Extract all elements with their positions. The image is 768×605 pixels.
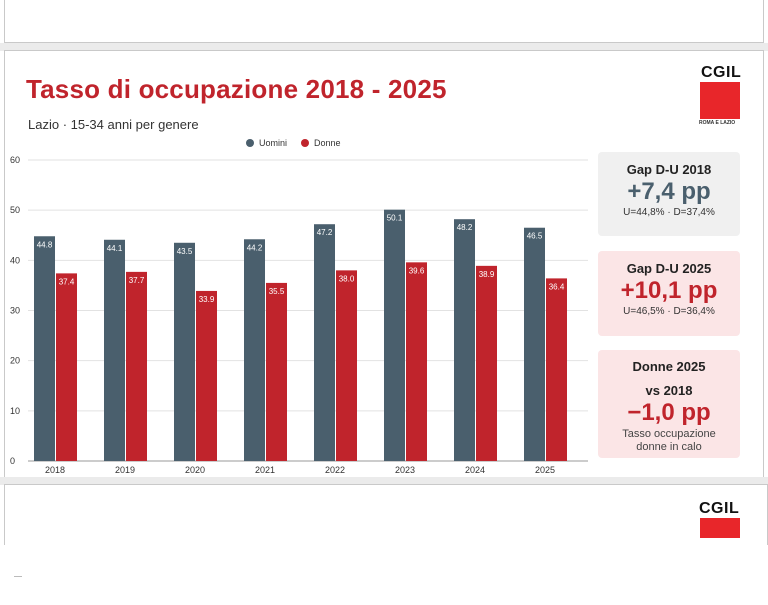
bar-uomini <box>244 239 265 461</box>
data-label: 47.2 <box>317 228 333 237</box>
data-label: 39.6 <box>409 266 425 275</box>
y-tick-label: 20 <box>10 356 20 366</box>
x-tick-label: 2025 <box>535 465 555 475</box>
card-detail-line2: donne in calo <box>636 441 702 453</box>
data-label: 38.0 <box>339 274 355 283</box>
data-label: 50.1 <box>387 214 403 223</box>
bar-donne <box>126 271 147 461</box>
gap-2018-card: Gap D-U 2018 +7,4 pp U=44,8% · D=37,4% <box>598 152 740 236</box>
bar-donne <box>266 282 287 461</box>
bar-uomini <box>314 224 335 461</box>
y-tick-label: 0 <box>10 456 15 466</box>
x-tick-label: 2019 <box>115 465 135 475</box>
data-label: 44.2 <box>247 243 263 252</box>
data-label: 46.5 <box>527 232 543 241</box>
x-tick-label: 2024 <box>465 465 485 475</box>
bar-uomini <box>174 242 195 461</box>
legend-item-donne: Donne <box>301 138 341 148</box>
data-label: 43.5 <box>177 247 193 256</box>
page-mark <box>14 576 22 577</box>
data-label: 37.4 <box>59 277 75 286</box>
card-title: Gap D-U 2018 <box>626 162 712 177</box>
data-label: 36.4 <box>549 282 565 291</box>
card-title: Gap D-U 2025 <box>626 261 712 276</box>
bar-chart: 0 10 20 30 40 50 60 44.8 37.4 2018 44.1 37.7 2019 43.… <box>10 155 588 475</box>
x-tick-label: 2022 <box>325 465 345 475</box>
bar-uomini <box>34 236 55 461</box>
card-value: +7,4 pp <box>627 178 711 205</box>
data-label: 35.5 <box>269 287 285 296</box>
cgil-logo-text: CGIL <box>699 500 740 517</box>
previous-slide <box>4 0 764 43</box>
next-slide <box>4 484 768 545</box>
data-label: 44.1 <box>107 244 123 253</box>
card-title-line2: vs 2018 <box>645 383 693 398</box>
data-label: 37.7 <box>129 276 145 285</box>
x-tick-label: 2018 <box>45 465 65 475</box>
cgil-logo <box>700 518 740 538</box>
cgil-logo <box>700 82 740 119</box>
chart-legend: Uomini Donne <box>246 138 341 148</box>
card-value: +10,1 pp <box>620 277 718 304</box>
gap-2025-card: Gap D-U 2025 +10,1 pp U=46,5% · D=36,4% <box>598 251 740 336</box>
legend-dot-donne <box>301 139 310 147</box>
legend-dot-uomini <box>246 139 254 147</box>
cgil-logo-text: CGIL <box>701 64 742 81</box>
bar-donne <box>56 273 77 461</box>
cgil-logo-subtext: ROMA E LAZIO <box>699 120 736 126</box>
data-label: 33.9 <box>199 295 215 304</box>
bar-uomini <box>104 239 125 461</box>
legend-label-uomini: Uomini <box>259 138 288 148</box>
bar-donne <box>476 265 497 461</box>
card-title: Donne 2025 <box>632 359 706 374</box>
x-tick-label: 2021 <box>255 465 275 475</box>
bar-donne <box>336 270 357 461</box>
card-value: −1,0 pp <box>627 399 711 426</box>
bar-uomini <box>524 227 545 461</box>
x-tick-label: 2020 <box>185 465 205 475</box>
chart-title: Tasso di occupazione 2018 - 2025 <box>26 74 447 104</box>
bar-donne <box>406 262 427 461</box>
bar-uomini <box>384 209 405 461</box>
y-tick-label: 60 <box>10 155 20 165</box>
slide-separator <box>0 43 768 51</box>
chart-subtitle: Lazio · 15-34 anni per genere <box>28 117 199 132</box>
card-detail: U=44,8% · D=37,4% <box>623 207 715 218</box>
data-label: 44.8 <box>37 240 53 249</box>
bar-donne <box>196 290 217 461</box>
y-tick-label: 10 <box>10 406 20 416</box>
slide-separator <box>0 477 768 485</box>
legend-item-uomini: Uomini <box>246 138 287 148</box>
data-label: 38.9 <box>479 270 495 279</box>
card-detail: Tasso occupazione <box>622 428 716 440</box>
bar-uomini <box>454 219 475 461</box>
donne-change-card: Donne 2025 vs 2018 −1,0 pp Tasso occupaz… <box>598 350 740 458</box>
y-tick-label: 50 <box>10 205 20 215</box>
data-label: 48.2 <box>457 223 473 232</box>
card-detail: U=46,5% · D=36,4% <box>623 306 715 317</box>
x-tick-label: 2023 <box>395 465 415 475</box>
y-tick-label: 40 <box>10 255 20 265</box>
y-tick-label: 30 <box>10 306 20 316</box>
legend-label-donne: Donne <box>314 138 341 148</box>
bar-donne <box>546 278 567 461</box>
